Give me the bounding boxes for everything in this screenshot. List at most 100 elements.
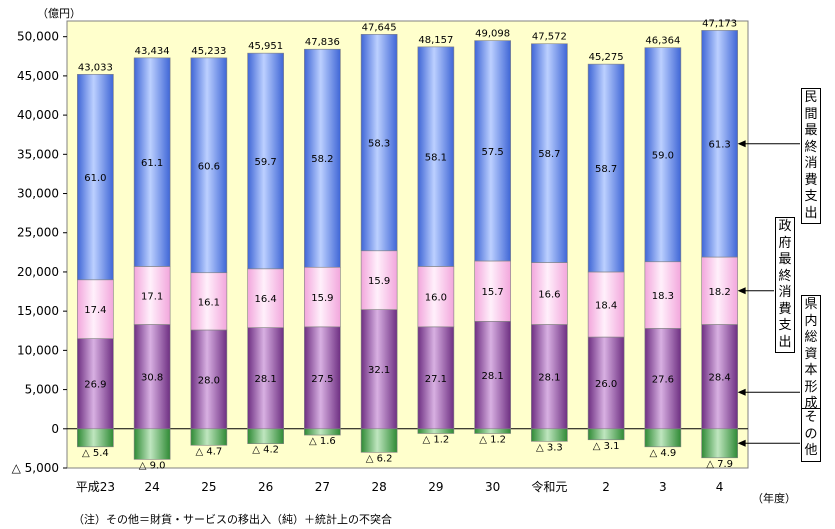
share-label-government-consumption: 17.4 bbox=[84, 305, 106, 316]
share-label-other: △ 1.2 bbox=[479, 434, 506, 445]
bar-segment-government-consumption bbox=[77, 279, 114, 339]
share-label-private-consumption: 58.7 bbox=[595, 164, 617, 175]
x-tick-label: 24 bbox=[144, 480, 159, 494]
bar-segment-capital-formation bbox=[247, 327, 284, 430]
x-tick-label: 4 bbox=[716, 480, 724, 494]
share-label-government-consumption: 18.3 bbox=[652, 291, 674, 302]
share-label-private-consumption: 57.5 bbox=[481, 147, 503, 158]
label-layer: 26.9 17.4 61.0 △ 5.4 43,033 30.8 17.1 61.1 △ 9.0… bbox=[78, 18, 737, 471]
bar-segment-other bbox=[360, 428, 398, 453]
y-tick-label: 45,000 bbox=[17, 69, 59, 83]
share-label-government-consumption: 16.0 bbox=[425, 293, 447, 304]
x-tick-label: 27 bbox=[315, 480, 330, 494]
bar-segment-private-consumption bbox=[701, 30, 738, 258]
bar-segment-private-consumption bbox=[247, 52, 284, 270]
bar-segment-other bbox=[417, 428, 455, 434]
total-label: 47,572 bbox=[532, 32, 567, 43]
legend-label-government-consumption: 政府最終消費支出 bbox=[775, 217, 795, 353]
bar-segment-other bbox=[77, 428, 114, 448]
share-label-private-consumption: 61.3 bbox=[708, 140, 730, 151]
total-label: 45,951 bbox=[248, 41, 283, 52]
share-label-private-consumption: 58.7 bbox=[538, 149, 560, 160]
y-tick-label: 10,000 bbox=[17, 343, 59, 357]
bar-segment-capital-formation bbox=[304, 326, 341, 430]
x-tick-label: 3 bbox=[659, 480, 667, 494]
legend-label-private-consumption: 民間最終消費支出 bbox=[801, 88, 821, 224]
total-label: 48,157 bbox=[418, 35, 453, 46]
share-label-capital-formation: 32.1 bbox=[368, 365, 390, 376]
bar-segment-government-consumption bbox=[587, 271, 625, 338]
bar-segment-private-consumption bbox=[360, 34, 398, 252]
share-label-other: △ 3.3 bbox=[536, 442, 563, 453]
bar-segment-private-consumption bbox=[531, 43, 568, 263]
bar-segment-other bbox=[531, 428, 568, 442]
bar-segment-government-consumption bbox=[644, 261, 682, 329]
share-label-other: △ 7.9 bbox=[706, 459, 733, 470]
share-label-other: △ 4.7 bbox=[195, 446, 222, 457]
bar-segment-private-consumption bbox=[587, 63, 625, 273]
bar-segment-capital-formation bbox=[474, 321, 511, 430]
total-label: 45,233 bbox=[191, 46, 226, 57]
y-tick-label: 15,000 bbox=[17, 304, 59, 318]
y-tick-label: 0 bbox=[51, 422, 59, 436]
bar-segment-capital-formation bbox=[77, 338, 114, 430]
y-tick-label: 35,000 bbox=[17, 147, 59, 161]
bar-segment-other bbox=[304, 428, 341, 436]
x-unit-label: （年度） bbox=[752, 492, 796, 505]
total-label: 47,645 bbox=[362, 22, 397, 33]
share-label-capital-formation: 26.0 bbox=[595, 379, 617, 390]
share-label-capital-formation: 28.0 bbox=[198, 375, 220, 386]
total-label: 49,098 bbox=[475, 29, 510, 40]
share-label-other: △ 1.2 bbox=[422, 434, 449, 445]
share-label-capital-formation: 28.1 bbox=[481, 371, 503, 382]
share-label-capital-formation: 28.1 bbox=[538, 373, 560, 384]
x-tick-label: 令和元 bbox=[531, 479, 567, 494]
bar-segment-private-consumption bbox=[190, 57, 228, 274]
y-tick-label: 20,000 bbox=[17, 265, 59, 279]
bar-segment-capital-formation bbox=[190, 329, 228, 430]
share-label-capital-formation: 27.6 bbox=[652, 375, 674, 386]
bar-segment-government-consumption bbox=[417, 266, 455, 328]
share-label-government-consumption: 15.9 bbox=[311, 293, 333, 304]
bar-segment-other bbox=[190, 428, 228, 446]
bar-segment-private-consumption bbox=[644, 47, 682, 263]
x-tick-label: 2 bbox=[602, 480, 610, 494]
share-label-capital-formation: 26.9 bbox=[84, 380, 106, 391]
total-label: 46,364 bbox=[645, 36, 680, 47]
bar-segment-government-consumption bbox=[474, 260, 511, 322]
share-label-other: △ 5.4 bbox=[82, 448, 109, 459]
bar-segment-other bbox=[587, 428, 625, 441]
bar-segment-capital-formation bbox=[133, 324, 171, 430]
share-label-government-consumption: 16.1 bbox=[198, 297, 220, 308]
total-label: 45,275 bbox=[589, 52, 624, 63]
share-label-capital-formation: 27.1 bbox=[425, 374, 447, 385]
total-label: 47,173 bbox=[702, 18, 737, 29]
bar-segment-private-consumption bbox=[77, 74, 114, 281]
total-label: 47,836 bbox=[305, 37, 340, 48]
x-tick-label: 26 bbox=[258, 480, 273, 494]
bar-segment-government-consumption bbox=[531, 262, 568, 325]
x-axis: 平成23 24 25 26 27 28 29 30 令和元 2 3 4 bbox=[76, 479, 724, 494]
y-tick-label: 40,000 bbox=[17, 108, 59, 122]
bar-segment-other bbox=[644, 428, 682, 448]
share-label-private-consumption: 58.1 bbox=[425, 153, 447, 164]
bar-segment-government-consumption bbox=[190, 272, 228, 331]
bar-segment-other bbox=[247, 428, 284, 444]
footnote: （注）その他＝財貨・サービスの移出入（純）＋統計上の不突合 bbox=[73, 513, 392, 526]
bar-segment-private-consumption bbox=[304, 48, 341, 268]
total-label: 43,434 bbox=[135, 46, 170, 57]
legend-arrows bbox=[737, 140, 800, 447]
y-unit-label: （億円） bbox=[37, 7, 81, 20]
share-label-other: △ 6.2 bbox=[366, 453, 393, 464]
y-tick-label: 30,000 bbox=[17, 187, 59, 201]
share-label-capital-formation: 30.8 bbox=[141, 373, 163, 384]
share-label-other: △ 1.6 bbox=[309, 436, 336, 447]
bar-segment-other bbox=[701, 428, 738, 459]
arrow-other bbox=[737, 439, 800, 447]
share-label-private-consumption: 58.3 bbox=[368, 139, 390, 150]
share-label-government-consumption: 17.1 bbox=[141, 291, 163, 302]
x-tick-label: 平成23 bbox=[76, 480, 115, 494]
bar-segment-private-consumption bbox=[474, 40, 511, 262]
bar-segment-government-consumption bbox=[360, 250, 398, 310]
